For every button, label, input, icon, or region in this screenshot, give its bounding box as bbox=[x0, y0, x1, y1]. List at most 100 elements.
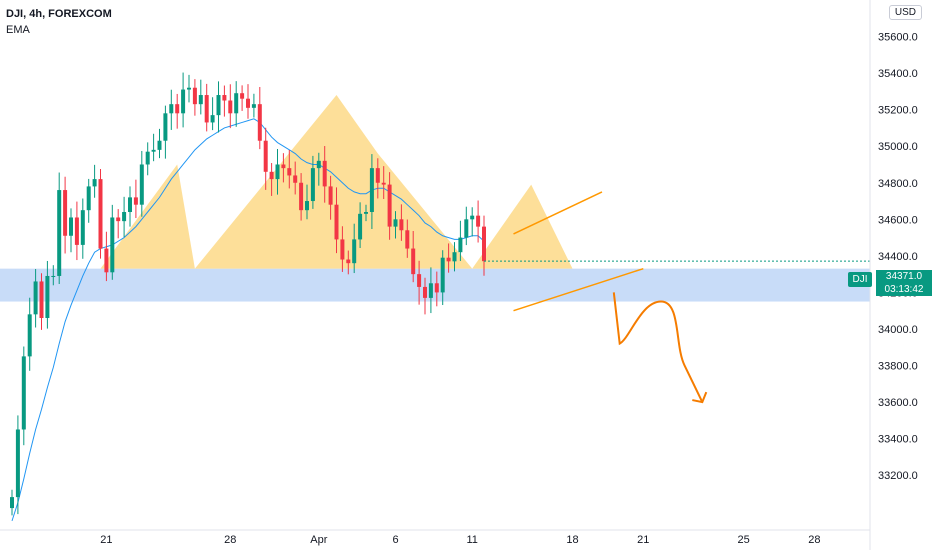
candle-body bbox=[15, 429, 20, 498]
candle-countdown: 03:13:42 bbox=[884, 284, 924, 295]
candle bbox=[240, 85, 245, 111]
candle bbox=[346, 250, 351, 275]
candle-body bbox=[464, 219, 469, 238]
candle-body bbox=[352, 239, 357, 264]
y-tick-label: 35600.0 bbox=[878, 32, 918, 44]
candle bbox=[10, 489, 14, 516]
candle-body bbox=[92, 179, 97, 187]
candle-body bbox=[80, 210, 85, 245]
candle bbox=[228, 84, 233, 129]
ema-line bbox=[11, 118, 485, 522]
candle bbox=[246, 84, 250, 119]
candle-body bbox=[434, 283, 439, 293]
candle-body bbox=[133, 197, 138, 205]
candle-body bbox=[51, 275, 56, 277]
symbol-price-tag: DJI bbox=[848, 272, 872, 287]
x-tick-label: 18 bbox=[566, 534, 578, 546]
candle-body bbox=[63, 190, 68, 236]
candle-body bbox=[405, 230, 410, 249]
candle bbox=[257, 86, 262, 150]
candle bbox=[157, 128, 162, 159]
candle bbox=[133, 179, 138, 219]
chart-title: DJI, 4h, FOREXCOM bbox=[6, 8, 112, 20]
candle-body bbox=[157, 140, 162, 150]
candle-body bbox=[222, 95, 227, 101]
candle-body bbox=[257, 104, 262, 141]
candle bbox=[86, 178, 91, 223]
x-tick-label: 25 bbox=[737, 534, 749, 546]
candle bbox=[204, 83, 209, 132]
candle bbox=[63, 176, 68, 254]
candle bbox=[369, 154, 374, 229]
candle-body bbox=[181, 89, 186, 114]
candle bbox=[470, 207, 475, 237]
candle-body bbox=[234, 93, 239, 114]
candle bbox=[423, 277, 427, 315]
candle bbox=[21, 346, 26, 446]
chart-legend: DJI, 4h, FOREXCOM EMA bbox=[6, 6, 112, 38]
candle bbox=[393, 211, 398, 239]
x-tick-label: Apr bbox=[310, 534, 327, 546]
candle bbox=[287, 150, 292, 189]
y-tick-label: 35000.0 bbox=[878, 141, 918, 153]
candle bbox=[169, 89, 174, 130]
candle-body bbox=[275, 164, 280, 180]
candle-body bbox=[334, 204, 339, 240]
candle bbox=[310, 155, 315, 209]
candle bbox=[163, 105, 168, 159]
candle-body bbox=[69, 217, 73, 236]
candle bbox=[476, 200, 481, 243]
y-tick-label: 34400.0 bbox=[878, 251, 918, 263]
candle bbox=[340, 226, 345, 272]
candle-body bbox=[428, 283, 433, 298]
candle bbox=[122, 196, 127, 238]
candle-body bbox=[116, 217, 121, 222]
candle bbox=[175, 93, 180, 129]
candle-body bbox=[446, 257, 451, 262]
candle bbox=[251, 93, 256, 118]
candle bbox=[198, 79, 203, 115]
candle-body bbox=[228, 100, 233, 114]
candle-body bbox=[364, 212, 368, 214]
candle-body bbox=[175, 104, 180, 114]
candle bbox=[328, 175, 333, 220]
candle-body bbox=[375, 168, 380, 183]
candle bbox=[269, 163, 274, 196]
channel-lower-line bbox=[513, 267, 644, 312]
candle bbox=[98, 169, 103, 259]
candle-body bbox=[328, 186, 333, 205]
candle bbox=[352, 223, 357, 274]
candle bbox=[39, 273, 44, 330]
candle-body bbox=[163, 113, 168, 141]
candle bbox=[45, 260, 50, 329]
candle-body bbox=[440, 257, 445, 293]
indicator-label: EMA bbox=[6, 24, 30, 36]
candle bbox=[80, 198, 85, 259]
candle bbox=[293, 161, 298, 195]
candle bbox=[57, 172, 62, 285]
candle-body bbox=[263, 140, 268, 172]
projection-arrowhead bbox=[692, 391, 708, 404]
candle bbox=[405, 219, 410, 258]
candle-body bbox=[198, 95, 203, 105]
candle bbox=[145, 142, 150, 176]
candle bbox=[387, 172, 392, 240]
channel-upper-line bbox=[513, 191, 603, 235]
candle bbox=[33, 269, 38, 328]
candle bbox=[322, 146, 327, 203]
candle-body bbox=[316, 160, 321, 169]
y-tick-label: 34600.0 bbox=[878, 214, 918, 226]
currency-button[interactable]: USD bbox=[888, 5, 922, 20]
x-tick-label: 21 bbox=[100, 534, 112, 546]
candle-body bbox=[10, 497, 14, 509]
candle-body bbox=[110, 217, 115, 273]
candle-body bbox=[452, 252, 457, 262]
candle-body bbox=[269, 171, 274, 180]
candle-body bbox=[246, 98, 250, 108]
candle bbox=[263, 127, 268, 190]
candle bbox=[381, 166, 386, 200]
candle-body bbox=[27, 314, 32, 357]
candle bbox=[216, 81, 221, 133]
